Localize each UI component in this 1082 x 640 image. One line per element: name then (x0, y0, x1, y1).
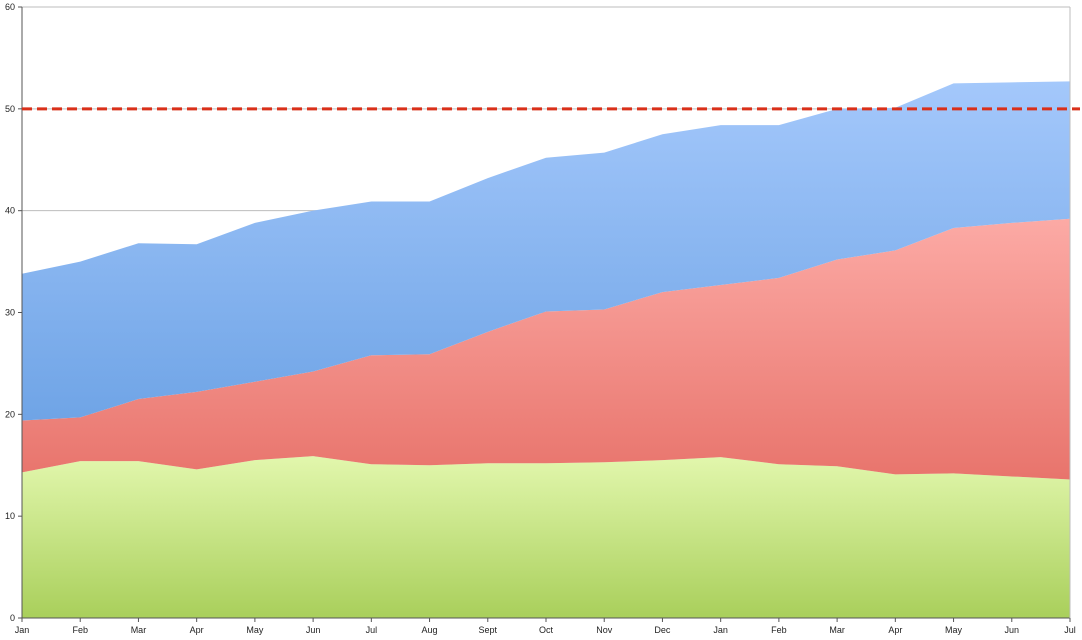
series-area-2 (22, 218, 1070, 480)
x-tick-label: Jan (713, 625, 728, 635)
x-tick-label: Feb (771, 625, 787, 635)
y-tick-label: 50 (5, 104, 15, 114)
y-tick-label: 40 (5, 206, 15, 216)
x-tick-label: Jul (1064, 625, 1076, 635)
x-tick-label: Apr (888, 625, 902, 635)
y-tick-label: 0 (10, 613, 15, 623)
x-tick-label: Dec (654, 625, 671, 635)
x-tick-label: May (945, 625, 963, 635)
y-tick-label: 60 (5, 2, 15, 12)
x-tick-label: Mar (829, 625, 845, 635)
x-tick-label: Jul (366, 625, 378, 635)
y-tick-label: 20 (5, 409, 15, 419)
y-tick-label: 10 (5, 511, 15, 521)
x-tick-label: Mar (131, 625, 147, 635)
x-tick-label: Jun (306, 625, 321, 635)
series-area-3 (22, 81, 1070, 421)
x-tick-label: Apr (190, 625, 204, 635)
x-tick-label: Jun (1005, 625, 1020, 635)
x-tick-label: Aug (422, 625, 438, 635)
x-tick-label: Jan (15, 625, 30, 635)
x-tick-label: Sept (479, 625, 498, 635)
x-tick-label: May (246, 625, 264, 635)
y-tick-label: 30 (5, 308, 15, 318)
x-tick-label: Nov (596, 625, 613, 635)
series-area-1 (22, 456, 1070, 618)
x-tick-label: Feb (72, 625, 88, 635)
x-tick-label: Oct (539, 625, 554, 635)
